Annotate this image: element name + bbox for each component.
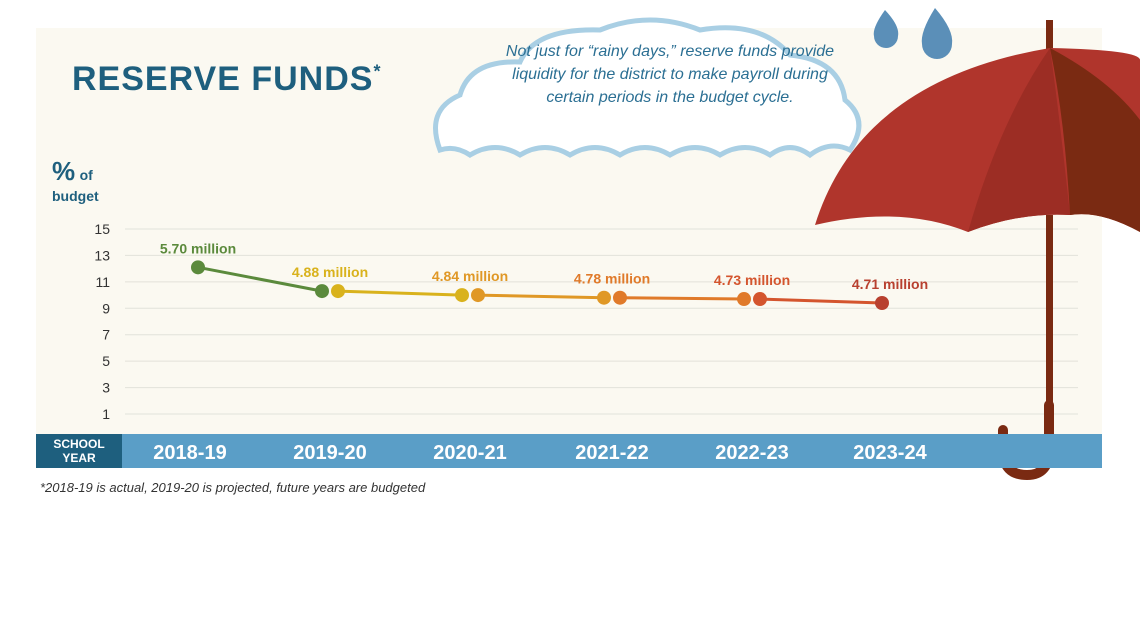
- data-label: 4.78 million: [574, 271, 650, 287]
- y-axis-label: % of budget: [52, 156, 99, 204]
- data-point: [471, 288, 485, 303]
- page-title: RESERVE FUNDS*: [72, 60, 382, 98]
- gridlines: [125, 228, 1078, 415]
- series-segment: [759, 297, 883, 305]
- data-point: [737, 292, 751, 307]
- data-labels: 5.70 million 4.88 million 4.84 million 4.78…: [160, 240, 928, 292]
- data-point: [597, 290, 611, 305]
- x-tick-label: 2019-20: [293, 442, 366, 464]
- y-tick-label: 13: [94, 247, 110, 263]
- data-point: [875, 296, 889, 310]
- series-segment: [197, 265, 323, 293]
- data-point: [315, 284, 329, 299]
- x-tick-label: 2022-23: [715, 442, 788, 464]
- series-segment: [337, 289, 463, 297]
- data-label: 4.88 million: [292, 264, 368, 280]
- x-axis-bar: [36, 434, 1102, 468]
- x-tick-label: 2018-19: [153, 442, 226, 464]
- series-line: [191, 260, 889, 310]
- data-label: 5.70 million: [160, 240, 236, 256]
- y-tick-label: 11: [95, 274, 110, 290]
- data-point: [191, 260, 205, 275]
- data-point: [753, 292, 767, 307]
- x-axis-label: SCHOOL YEAR: [36, 434, 122, 468]
- y-tick-label: 5: [102, 353, 110, 369]
- y-tick-label: 7: [102, 327, 110, 343]
- y-tick-label: 3: [102, 380, 110, 396]
- y-tick-label: 1: [102, 406, 110, 422]
- data-label: 4.84 million: [432, 268, 508, 284]
- x-tick-label: 2023-24: [853, 442, 927, 464]
- data-label: 4.71 million: [852, 276, 928, 292]
- series-segment: [477, 293, 605, 300]
- data-point: [613, 290, 627, 305]
- data-point: [455, 288, 469, 303]
- x-tick-label: 2020-21: [433, 442, 506, 464]
- data-label: 4.73 million: [714, 272, 790, 288]
- cloud-icon: [433, 17, 862, 159]
- cloud-note: Not just for “rainy days,” reserve funds…: [505, 43, 835, 106]
- footnote: *2018-19 is actual, 2019-20 is projected…: [40, 480, 426, 495]
- raindrop-icon: [873, 8, 953, 59]
- series-segment: [619, 296, 745, 301]
- y-tick-label: 15: [94, 221, 110, 237]
- y-tick-label: 9: [102, 300, 110, 316]
- x-tick-label: 2021-22: [575, 442, 648, 464]
- data-point: [331, 284, 345, 299]
